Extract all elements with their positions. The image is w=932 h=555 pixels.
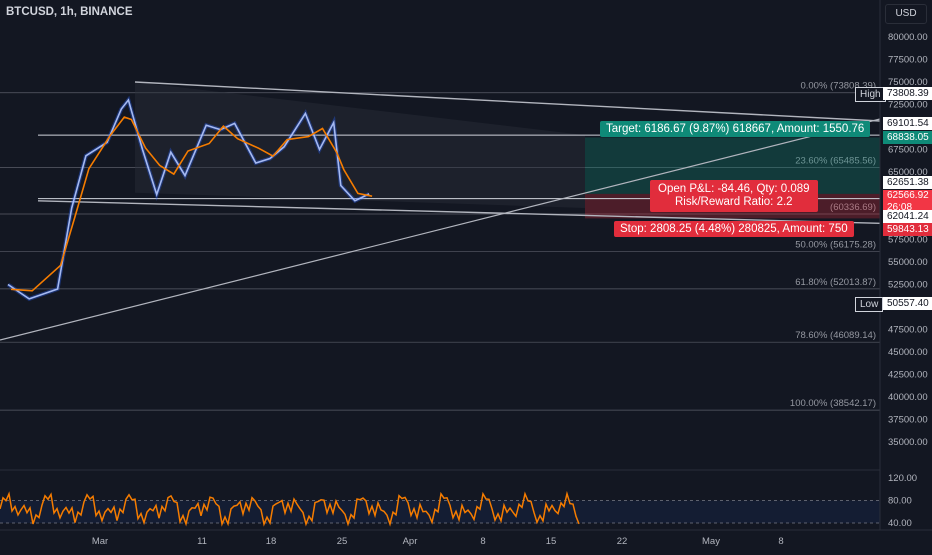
- fib-level-label: 23.60% (65485.56): [795, 156, 876, 167]
- symbol-title[interactable]: BTCUSD, 1h, BINANCE: [6, 6, 133, 18]
- fib-level-label: 0.00% (73808.39): [800, 81, 876, 92]
- current-price: 62566.92: [887, 190, 929, 201]
- low-price-badge: 50557.40: [883, 297, 932, 310]
- target-label[interactable]: Target: 6186.67 (9.87%) 618667, Amount: …: [600, 121, 871, 137]
- time-tick-label: 8: [778, 536, 783, 547]
- time-tick-label: 22: [617, 536, 628, 547]
- price-tick-label: 37500.00: [888, 415, 928, 426]
- price-tick-label: 52500.00: [888, 280, 928, 291]
- price-tick-label: 77500.00: [888, 55, 928, 66]
- price-badge-stop: 59843.13: [883, 223, 932, 236]
- price-tick-label: 67500.00: [888, 145, 928, 156]
- price-tick-label: 55000.00: [888, 257, 928, 268]
- price-badge-69101: 69101.54: [883, 117, 932, 130]
- osc-tick-label: 40.00: [888, 518, 912, 529]
- risk-reward-line: Risk/Reward Ratio: 2.2: [674, 196, 793, 208]
- price-tick-label: 40000.00: [888, 392, 928, 403]
- price-tick-label: 35000.00: [888, 437, 928, 448]
- upper-trendline: [134, 81, 881, 122]
- open-pnl-label[interactable]: Open P&L: -84.46, Qty: 0.089 Risk/Reward…: [650, 180, 818, 212]
- fib-level-label: (60336.69): [830, 202, 876, 213]
- bar-countdown: 26:08: [887, 202, 913, 213]
- price-tick-label: 42500.00: [888, 370, 928, 381]
- price-tick-label: 80000.00: [888, 32, 928, 43]
- pnl-line: Open P&L: -84.46, Qty: 0.089: [658, 183, 810, 195]
- price-badge-62651: 62651.38: [883, 176, 932, 189]
- price-tick-label: 45000.00: [888, 347, 928, 358]
- time-tick-label: May: [702, 536, 720, 547]
- price-line: [7, 98, 370, 300]
- time-tick-label: 18: [266, 536, 277, 547]
- currency-button[interactable]: USD: [885, 4, 927, 24]
- low-label: Low: [855, 297, 884, 312]
- high-label: High: [855, 87, 886, 102]
- moving-average-line: [10, 116, 373, 292]
- price-shadow: [6, 95, 370, 302]
- time-tick-label: 11: [197, 536, 207, 547]
- channel-shade: [135, 82, 585, 208]
- osc-band: [0, 500, 880, 523]
- fib-level-label: 50.00% (56175.28): [795, 239, 876, 250]
- price-badge-62041: 62041.24: [883, 210, 932, 223]
- time-tick-label: Apr: [403, 536, 418, 547]
- stop-label[interactable]: Stop: 2808.25 (4.48%) 280825, Amount: 75…: [614, 221, 854, 237]
- high-price-badge: 73808.39: [883, 87, 932, 100]
- time-tick-label: 8: [480, 536, 485, 547]
- time-tick-label: Mar: [92, 536, 108, 547]
- price-tick-label: 57500.00: [888, 235, 928, 246]
- price-tick-label: 65000.00: [888, 167, 928, 178]
- osc-tick-label: 80.00: [888, 496, 912, 507]
- price-badge-target: 68838.05: [883, 131, 932, 144]
- price-tick-label: 72500.00: [888, 100, 928, 111]
- price-tick-label: 75000.00: [888, 77, 928, 88]
- osc-tick-label: 120.00: [888, 473, 917, 484]
- fib-level-label: 61.80% (52013.87): [795, 277, 876, 288]
- time-tick-label: 25: [337, 536, 348, 547]
- fib-level-label: 100.00% (38542.17): [790, 398, 876, 409]
- time-tick-label: 15: [546, 536, 557, 547]
- rising-trendline: [0, 118, 881, 341]
- lower-trendline: [37, 200, 881, 224]
- price-tick-label: 47500.00: [888, 325, 928, 336]
- fib-level-label: 78.60% (46089.14): [795, 330, 876, 341]
- oscillator-line: [0, 490, 580, 527]
